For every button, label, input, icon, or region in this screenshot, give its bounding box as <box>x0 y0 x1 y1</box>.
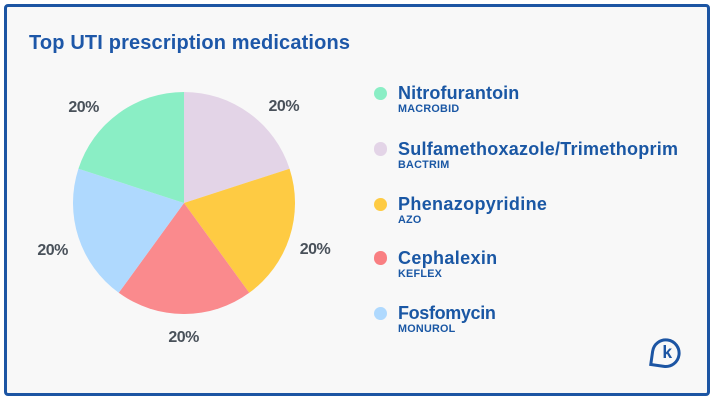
svg-text:k: k <box>663 342 673 362</box>
